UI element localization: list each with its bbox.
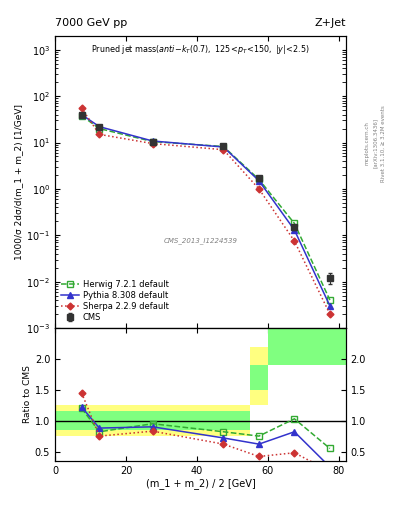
Sherpa 2.2.9 default bbox=[292, 238, 297, 244]
Pythia 8.308 default bbox=[79, 112, 84, 118]
Herwig 7.2.1 default bbox=[292, 220, 297, 226]
Pythia 8.308 default bbox=[150, 138, 155, 144]
Sherpa 2.2.9 default bbox=[150, 140, 155, 146]
Pythia 8.308 default bbox=[257, 178, 261, 184]
Text: Pruned jet mass$(anti\!-\!k_{T}(0.7),\ 125\!<\!p_{T}\!<\!150,\ |y|\!<\!2.5)$: Pruned jet mass$(anti\!-\!k_{T}(0.7),\ 1… bbox=[91, 43, 310, 56]
Line: Sherpa 2.2.9 default: Sherpa 2.2.9 default bbox=[79, 106, 332, 316]
Herwig 7.2.1 default bbox=[79, 113, 84, 119]
Text: CMS_2013_I1224539: CMS_2013_I1224539 bbox=[163, 237, 237, 244]
Herwig 7.2.1 default bbox=[97, 125, 102, 132]
Text: Z+Jet: Z+Jet bbox=[314, 18, 346, 28]
Sherpa 2.2.9 default bbox=[327, 311, 332, 317]
Pythia 8.308 default bbox=[97, 123, 102, 130]
Text: Rivet 3.1.10, ≥ 3.2M events: Rivet 3.1.10, ≥ 3.2M events bbox=[381, 105, 386, 182]
Y-axis label: Ratio to CMS: Ratio to CMS bbox=[23, 366, 32, 423]
Sherpa 2.2.9 default bbox=[257, 186, 261, 192]
Herwig 7.2.1 default bbox=[327, 297, 332, 303]
Y-axis label: 1000/σ 2dσ/d(m_1 + m_2) [1/GeV]: 1000/σ 2dσ/d(m_1 + m_2) [1/GeV] bbox=[15, 104, 24, 260]
Pythia 8.308 default bbox=[327, 303, 332, 309]
Herwig 7.2.1 default bbox=[221, 143, 226, 150]
Text: [arXiv:1306.3436]: [arXiv:1306.3436] bbox=[373, 118, 378, 168]
X-axis label: (m_1 + m_2) / 2 [GeV]: (m_1 + m_2) / 2 [GeV] bbox=[145, 478, 255, 489]
Pythia 8.308 default bbox=[292, 227, 297, 233]
Herwig 7.2.1 default bbox=[150, 138, 155, 144]
Pythia 8.308 default bbox=[221, 144, 226, 150]
Line: Herwig 7.2.1 default: Herwig 7.2.1 default bbox=[79, 113, 333, 303]
Sherpa 2.2.9 default bbox=[221, 146, 226, 153]
Sherpa 2.2.9 default bbox=[97, 131, 102, 137]
Legend: Herwig 7.2.1 default, Pythia 8.308 default, Sherpa 2.2.9 default, CMS: Herwig 7.2.1 default, Pythia 8.308 defau… bbox=[59, 278, 170, 324]
Text: mcplots.cern.ch: mcplots.cern.ch bbox=[365, 121, 370, 165]
Line: Pythia 8.308 default: Pythia 8.308 default bbox=[79, 112, 333, 309]
Herwig 7.2.1 default bbox=[257, 176, 261, 182]
Text: 7000 GeV pp: 7000 GeV pp bbox=[55, 18, 127, 28]
Sherpa 2.2.9 default bbox=[79, 105, 84, 111]
